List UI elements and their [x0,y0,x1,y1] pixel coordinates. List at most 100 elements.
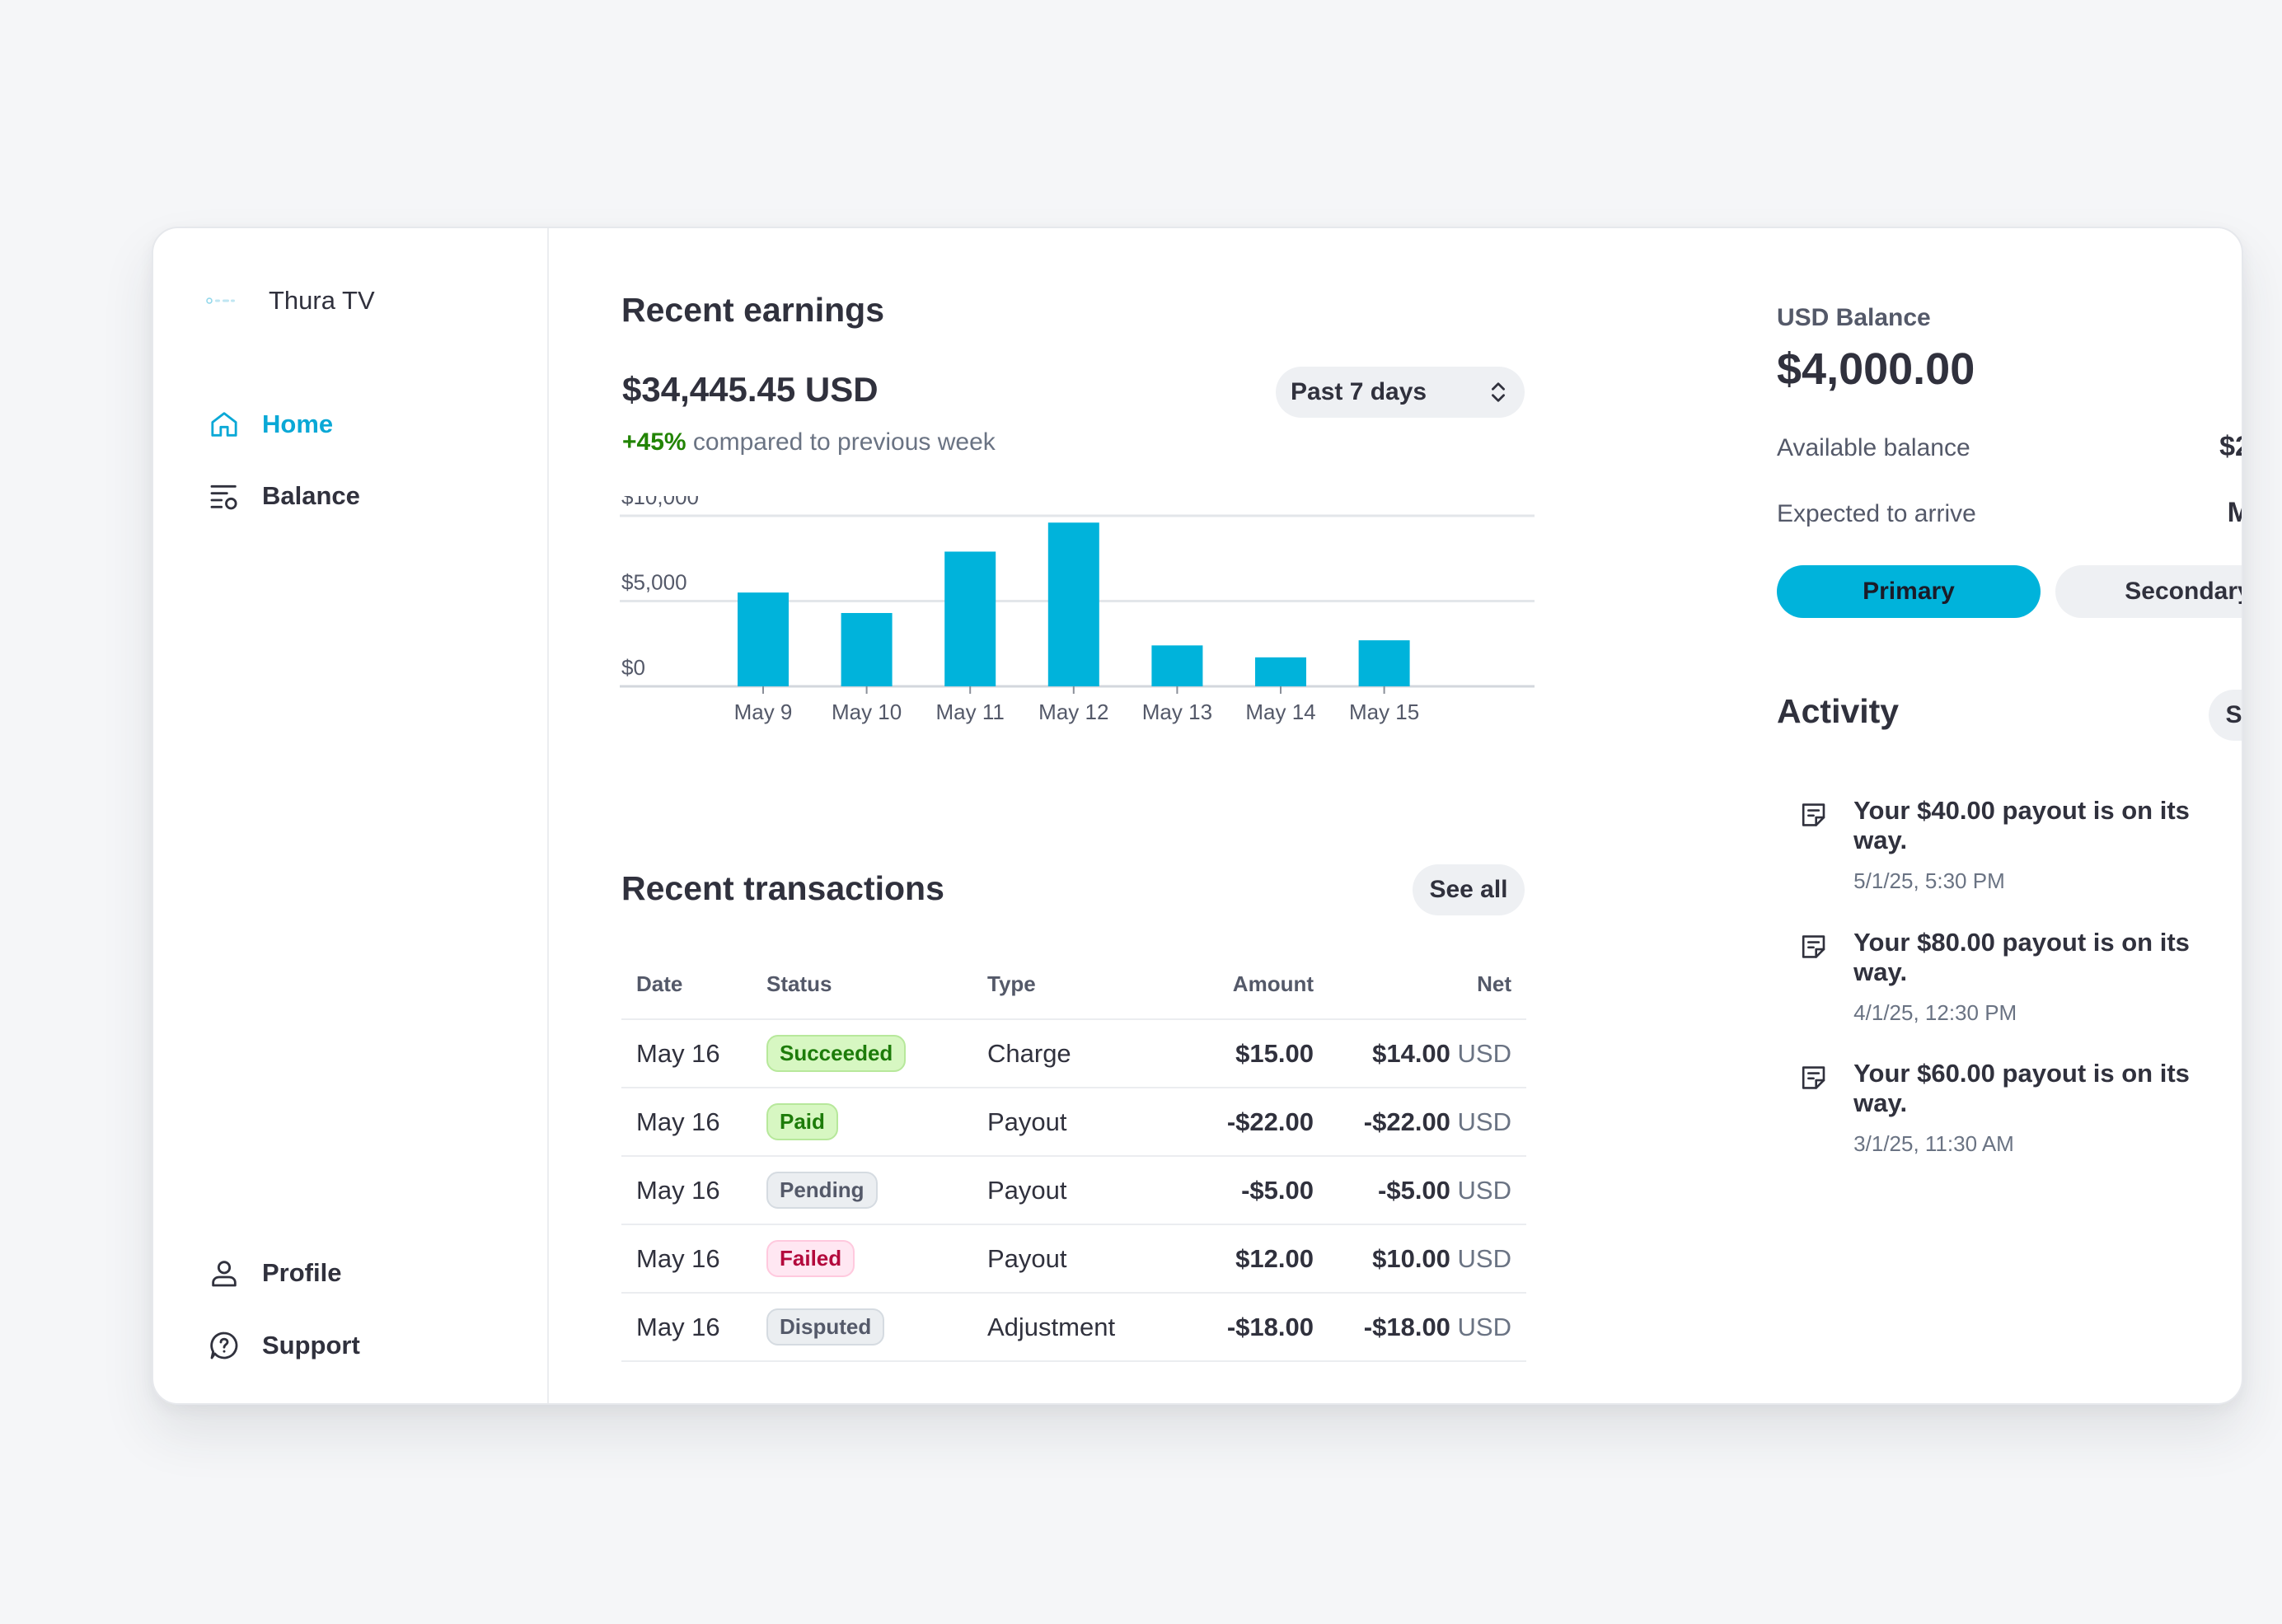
activity-text-block: Your $40.00 payout is on its way. 5/1/25… [1853,796,2242,894]
sidebar: Thura TV Home Balance Profile [153,228,549,1403]
cell-amount: $12.00 [1150,1224,1328,1294]
activity-time: 4/1/25, 12:30 PM [1853,1000,2017,1025]
help-icon [210,1331,238,1360]
nav-item-home[interactable]: Home [208,408,333,441]
x-tick-label: May 9 [734,700,793,724]
cell-amount: $15.00 [1150,1019,1328,1088]
brand[interactable]: Thura TV [204,286,375,316]
nav-item-profile[interactable]: Profile [208,1257,341,1289]
nav-label-home: Home [262,410,334,438]
activity-message: Your $40.00 payout is on its way. [1853,796,2190,854]
earnings-change-text: compared to previous week [692,428,996,456]
status-badge: Pending [766,1172,878,1209]
net-currency: USD [1457,1107,1511,1136]
transactions-body: May 16 Succeeded Charge $15.00 $14.00 USD May… [621,1019,1526,1362]
cell-status: Succeeded [752,1019,972,1088]
activity-item[interactable]: Your $60.00 payout is on its way. 3/1/25… [1798,1059,2242,1157]
y-tick-label: $10,000 [621,496,699,509]
transactions-see-all-button[interactable]: See all [1413,864,1525,915]
secondary-button[interactable]: Secondary [2055,565,2242,618]
net-currency: USD [1457,1038,1511,1068]
column-header-net[interactable]: Net [1328,950,1526,1020]
available-balance-label: Available balance [1777,434,1970,461]
column-header-date[interactable]: Date [621,950,752,1020]
bar [1151,645,1203,686]
status-badge: Succeeded [766,1035,907,1072]
table-row[interactable]: May 16 Failed Payout $12.00 $10.00 USD [621,1224,1526,1294]
cell-date: May 16 [621,1293,752,1362]
cell-type: Payout [972,1224,1150,1294]
table-row[interactable]: May 16 Paid Payout -$22.00 -$22.00 USD [621,1088,1526,1157]
expected-arrival-label: Expected to arrive [1777,500,1976,527]
earnings-chart: $0 $5,000 $10,000 May 9 May 10 May 11 May 12 Ma… [620,496,1535,724]
activity-item[interactable]: Your $80.00 payout is on its way. 4/1/25… [1798,928,2242,1026]
earnings-amount: $34,445.45 USD [622,370,879,409]
table-row[interactable]: May 16 Disputed Adjustment -$18.00 -$18.00 U… [621,1293,1526,1362]
user-icon [212,1261,237,1287]
bar [1255,657,1306,686]
primary-button[interactable]: Primary [1777,565,2041,618]
dashboard-card: Thura TV Home Balance Profile [152,227,2243,1405]
activity-item[interactable]: Your $40.00 payout is on its way. 5/1/25… [1798,796,2242,894]
column-header-type[interactable]: Type [972,950,1150,1020]
cell-date: May 16 [621,1224,752,1294]
transactions-table: Date Status Type Amount Net May 16 Succee… [621,950,1526,1362]
earnings-title: Recent earnings [621,291,884,329]
y-tick-label: $0 [621,655,645,680]
table-header-row: Date Status Type Amount Net [621,950,1526,1020]
net-value: -$18.00 [1363,1312,1450,1341]
nav-label-support: Support [262,1331,360,1360]
cell-amount: -$5.00 [1150,1156,1328,1225]
cell-status: Pending [752,1156,972,1225]
net-value: $10.00 [1372,1243,1450,1273]
cell-net: -$18.00 USD [1328,1293,1526,1362]
net-currency: USD [1457,1175,1511,1205]
table-row[interactable]: May 16 Pending Payout -$5.00 -$5.00 USD [621,1156,1526,1225]
cell-date: May 16 [621,1088,752,1157]
period-select[interactable]: Past 7 days [1276,367,1525,418]
expected-arrival-row: Expected to arrive May 16 [1777,497,2242,529]
balance-icon [210,484,237,510]
period-select-value: Past 7 days [1291,378,1427,405]
cell-date: May 16 [621,1156,752,1225]
cell-status: Failed [752,1224,972,1294]
nav-label-profile: Profile [262,1258,342,1287]
x-tick-label: May 11 [936,700,1005,724]
bar [944,551,996,686]
column-header-amount[interactable]: Amount [1150,950,1328,1020]
x-tick-label: May 14 [1245,700,1315,724]
cell-net: $14.00 USD [1328,1019,1526,1088]
brand-name: Thura TV [269,286,375,315]
payout-note-icon [1802,935,1825,958]
status-badge: Paid [766,1103,838,1140]
activity-see-all-button[interactable]: See all [2209,690,2242,741]
cell-amount: -$22.00 [1150,1088,1328,1157]
cell-type: Payout [972,1088,1150,1157]
balance-amount: $4,000.00 [1777,344,1975,394]
home-icon [211,412,237,437]
cell-net: -$22.00 USD [1328,1088,1526,1157]
net-value: -$5.00 [1378,1175,1450,1205]
nav-item-support[interactable]: Support [208,1329,360,1362]
earnings-change: +45% [622,428,686,456]
chevron-up-down-icon [1492,382,1505,402]
net-currency: USD [1457,1312,1511,1341]
brand-logo-icon [206,297,235,304]
cell-date: May 16 [621,1019,752,1088]
table-row[interactable]: May 16 Succeeded Charge $15.00 $14.00 USD [621,1019,1526,1088]
activity-text-block: Your $80.00 payout is on its way. 4/1/25… [1853,928,2242,1026]
bar [1047,522,1099,686]
column-header-status[interactable]: Status [752,950,972,1020]
earnings-comparison: +45% compared to previous week [622,428,996,456]
payout-note-icon [1802,1066,1825,1089]
cell-type: Charge [972,1019,1150,1088]
cell-net: $10.00 USD [1328,1224,1526,1294]
net-value: -$22.00 [1363,1107,1450,1136]
activity-time: 5/1/25, 5:30 PM [1853,868,2005,893]
net-value: $14.00 [1372,1038,1450,1068]
activity-message: Your $60.00 payout is on its way. [1853,1059,2190,1117]
balance-label: USD Balance [1777,304,1931,331]
nav-item-balance[interactable]: Balance [208,480,360,512]
bar [738,592,789,686]
activity-text-block: Your $60.00 payout is on its way. 3/1/25… [1853,1059,2242,1157]
